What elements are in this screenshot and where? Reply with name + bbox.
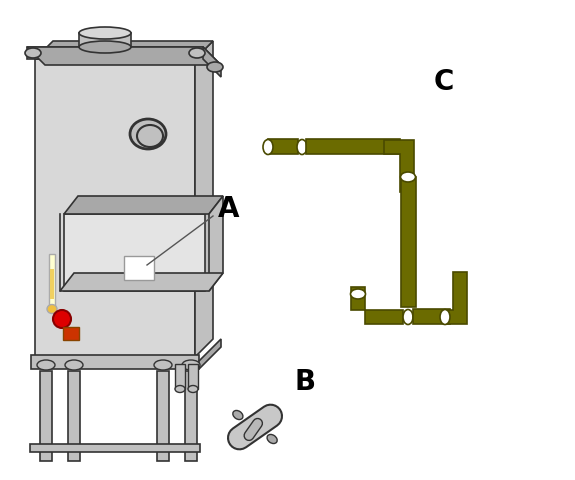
Ellipse shape <box>79 42 131 54</box>
Ellipse shape <box>263 140 273 155</box>
Bar <box>49 254 55 309</box>
Bar <box>188 364 198 389</box>
Bar <box>30 444 200 452</box>
FancyBboxPatch shape <box>63 327 79 340</box>
Ellipse shape <box>401 173 416 182</box>
Bar <box>175 364 185 389</box>
Polygon shape <box>203 48 221 78</box>
Bar <box>68 371 80 461</box>
Text: C: C <box>434 68 454 96</box>
Ellipse shape <box>65 360 83 370</box>
Ellipse shape <box>25 49 41 59</box>
Ellipse shape <box>137 126 163 148</box>
Ellipse shape <box>154 360 172 370</box>
Ellipse shape <box>130 120 166 150</box>
Bar <box>79 34 131 48</box>
Polygon shape <box>60 274 223 291</box>
Ellipse shape <box>79 28 131 40</box>
Ellipse shape <box>351 289 366 300</box>
Ellipse shape <box>267 434 277 444</box>
Bar <box>268 140 298 155</box>
Ellipse shape <box>207 63 223 73</box>
Polygon shape <box>384 141 414 192</box>
Polygon shape <box>199 339 221 369</box>
Ellipse shape <box>188 386 198 393</box>
Bar <box>64 215 205 291</box>
Ellipse shape <box>182 360 200 370</box>
Ellipse shape <box>297 140 307 155</box>
Bar <box>413 309 450 324</box>
Ellipse shape <box>233 410 243 420</box>
Bar <box>31 355 199 369</box>
Bar <box>27 48 203 60</box>
Polygon shape <box>64 197 223 215</box>
Bar <box>40 371 52 461</box>
Polygon shape <box>209 197 223 291</box>
Bar <box>185 371 197 461</box>
Polygon shape <box>195 42 213 357</box>
Ellipse shape <box>403 310 413 325</box>
Ellipse shape <box>175 386 185 393</box>
Bar <box>35 60 195 357</box>
Bar <box>50 269 54 300</box>
Ellipse shape <box>47 305 57 314</box>
FancyBboxPatch shape <box>124 256 154 280</box>
Bar <box>401 178 416 307</box>
Circle shape <box>53 311 71 328</box>
Ellipse shape <box>440 310 450 325</box>
Bar <box>306 140 400 155</box>
Polygon shape <box>27 48 221 66</box>
Ellipse shape <box>189 49 205 59</box>
Text: A: A <box>218 194 240 223</box>
Polygon shape <box>35 42 213 60</box>
Polygon shape <box>445 273 467 324</box>
Polygon shape <box>351 288 403 324</box>
Bar <box>157 371 169 461</box>
Text: B: B <box>294 367 315 395</box>
Ellipse shape <box>37 360 55 370</box>
